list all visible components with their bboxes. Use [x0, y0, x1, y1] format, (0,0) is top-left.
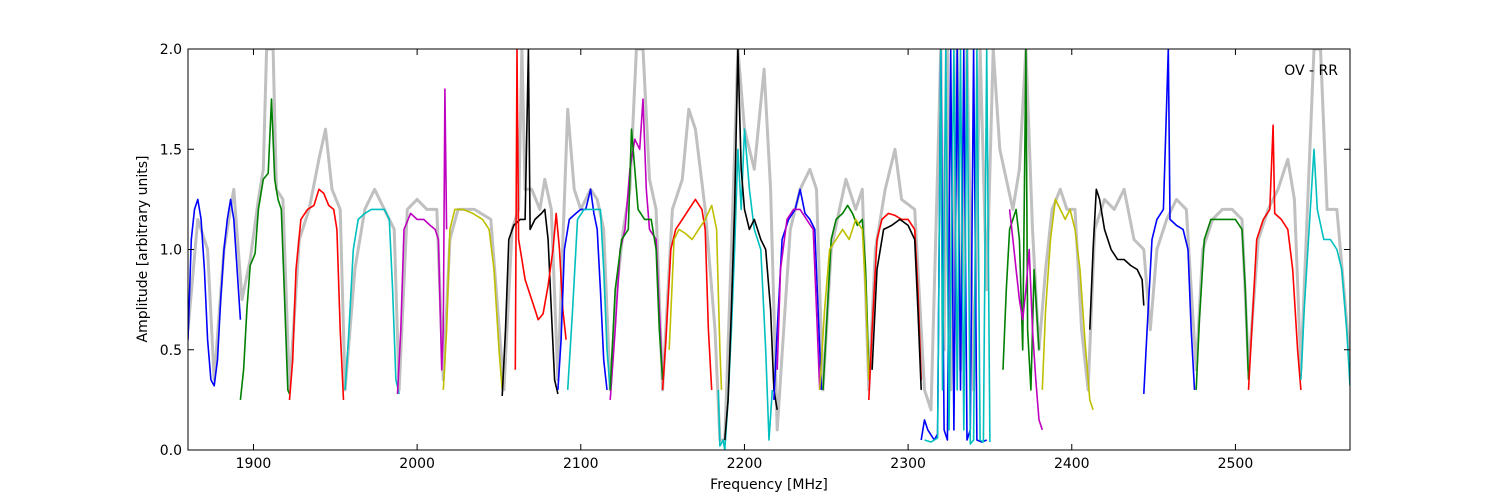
series-line-27 — [1041, 198, 1094, 411]
series-line-3 — [288, 188, 345, 400]
x-tick-label: 2000 — [399, 456, 435, 472]
series-line-5 — [396, 88, 448, 394]
series-line-10 — [566, 208, 611, 390]
series-line-31 — [1247, 124, 1302, 390]
series-line-24 — [924, 49, 991, 445]
chart-annotation: OV - RR — [1284, 63, 1338, 79]
x-tick-label: 1900 — [236, 456, 272, 472]
y-tick-label: 2.0 — [160, 42, 182, 58]
x-tick-label: 2100 — [563, 456, 599, 472]
series-line-30 — [1195, 218, 1250, 390]
series-line-32 — [1300, 148, 1350, 386]
series-line-26 — [1008, 209, 1044, 431]
series-line-12 — [609, 128, 664, 390]
x-axis-ticks: 1900 2000 2100 2200 2300 2400 2500 — [236, 49, 1254, 472]
series-line-4 — [344, 208, 400, 395]
x-axis-label: Frequency [MHz] — [710, 477, 828, 493]
series-line-16 — [724, 49, 778, 441]
y-tick-label: 1.0 — [160, 243, 182, 259]
x-tick-label: 2300 — [890, 456, 926, 472]
y-tick-label: 0.0 — [160, 443, 182, 459]
series-group — [188, 49, 1350, 450]
series-line-18 — [776, 208, 821, 390]
series-line-13 — [661, 198, 713, 390]
series-line-25 — [1002, 49, 1040, 391]
series-line-29 — [1143, 49, 1196, 394]
y-tick-label: 1.5 — [160, 142, 182, 158]
x-tick-label: 2500 — [1218, 456, 1254, 472]
series-line-7 — [501, 49, 559, 396]
series-line-15 — [717, 128, 774, 450]
series-line-28 — [1089, 188, 1145, 330]
plot-area — [188, 49, 1350, 450]
series-line-8 — [514, 49, 567, 370]
x-tick-label: 2200 — [727, 456, 763, 472]
series-line-6 — [442, 208, 503, 390]
y-tick-label: 0.5 — [160, 343, 182, 359]
series-line-14 — [668, 204, 723, 390]
series-line-22 — [871, 218, 922, 390]
y-axis-label: Amplitude [arbitrary units] — [135, 156, 151, 343]
x-tick-label: 2400 — [1054, 456, 1090, 472]
series-line-2 — [239, 98, 291, 400]
series-line-1 — [188, 198, 242, 387]
y-axis-ticks: 0.0 0.5 1.0 1.5 2.0 — [160, 42, 1350, 459]
series-line-20 — [818, 218, 870, 390]
